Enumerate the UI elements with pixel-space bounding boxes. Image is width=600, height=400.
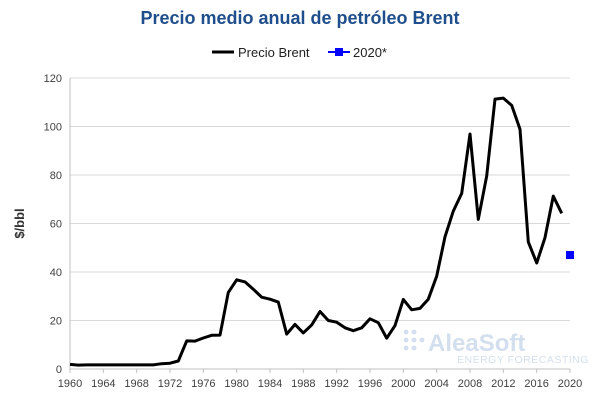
- x-tick-label: 1980: [224, 378, 248, 390]
- watermark-dots-icon: [403, 329, 425, 351]
- legend-label-precio-brent: Precio Brent: [238, 45, 310, 60]
- x-tick-label: 1988: [291, 378, 315, 390]
- series-line-precio-brent: [69, 96, 564, 367]
- x-tick-label: 2000: [391, 378, 415, 390]
- gridlines: [70, 77, 570, 321]
- y-tick-label: 20: [50, 316, 62, 328]
- x-tick-label: 2012: [491, 378, 515, 390]
- legend: Precio Brent 2020*: [212, 45, 387, 60]
- y-tick-label: 80: [50, 170, 62, 182]
- watermark-brand: AleaSoft: [428, 330, 525, 357]
- y-tick-label: 60: [50, 219, 62, 231]
- x-tick-label: 1992: [324, 378, 348, 390]
- x-tick-label: 1972: [158, 378, 182, 390]
- y-tick-label: 0: [56, 364, 62, 376]
- x-tick-label: 2008: [458, 378, 482, 390]
- y-axis-ticks: 0 20 40 60 80 100 120: [44, 73, 62, 376]
- x-tick-label: 1984: [258, 378, 282, 390]
- data-point-2020: [566, 251, 574, 260]
- data-series: [69, 96, 574, 367]
- x-tick-label: 1964: [91, 378, 115, 390]
- x-tick-label: 1960: [58, 378, 82, 390]
- x-axis-ticks: 1960 1964 1968 1972 1976 1980 1984 1988 1992 1996…: [58, 369, 582, 390]
- axes: [69, 78, 570, 370]
- x-tick-label: 2004: [424, 378, 448, 390]
- x-tick-label: 1968: [124, 378, 148, 390]
- x-tick-label: 2016: [524, 378, 548, 390]
- aleasoft-watermark: AleaSoft ENERGY FORECASTING: [403, 329, 589, 366]
- x-tick-label: 1976: [191, 378, 215, 390]
- x-tick-label: 1996: [358, 378, 382, 390]
- legend-swatch-2020-marker: [335, 48, 343, 56]
- y-axis-label: $/bbl: [12, 208, 27, 238]
- legend-label-2020: 2020*: [353, 45, 387, 60]
- y-tick-label: 40: [50, 267, 62, 279]
- x-tick-label: 2020: [558, 378, 582, 390]
- chart-title: Precio medio anual de petróleo Brent: [140, 8, 460, 28]
- y-tick-label: 100: [44, 122, 62, 134]
- watermark-tagline: ENERGY FORECASTING: [457, 354, 589, 366]
- y-tick-label: 120: [44, 73, 62, 85]
